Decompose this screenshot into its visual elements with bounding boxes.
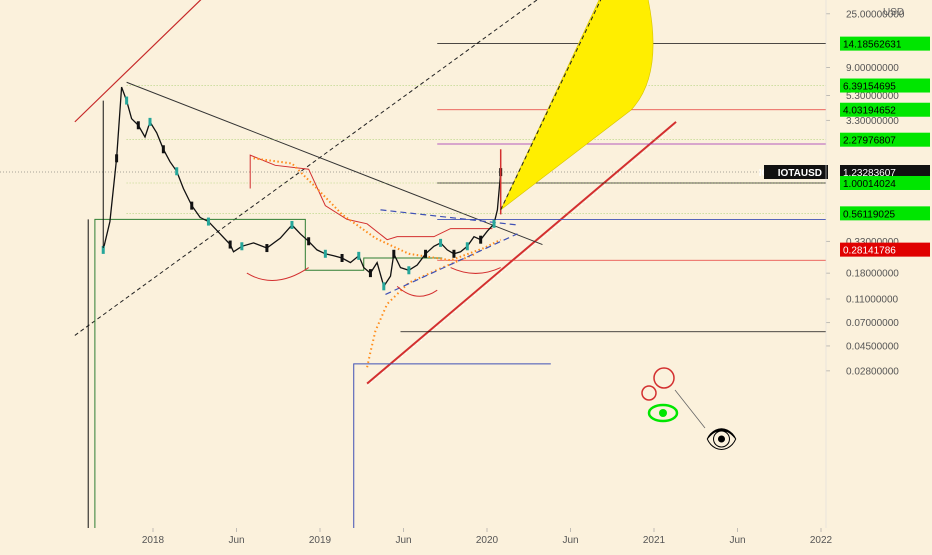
y-tick-label-7: 5.30000000 [846, 91, 899, 102]
candle-52 [492, 219, 496, 228]
candle-46 [452, 249, 456, 258]
x-tick-label-6: 2021 [643, 535, 666, 546]
x-tick-label-2: 2019 [309, 535, 332, 546]
candle-0 [101, 245, 105, 254]
blue-box-line [353, 363, 551, 550]
y-tick-label-6: 9.00000000 [846, 63, 899, 74]
candle-44 [439, 238, 443, 247]
price-tag-3: 6.39154695 [843, 82, 896, 93]
y-tick-label-8: 3.30000000 [846, 116, 899, 127]
price-tag-6: 1.23283607 [843, 168, 896, 179]
candle-34 [368, 269, 372, 278]
price-tag-bg-4 [840, 102, 930, 117]
price-tag-4: 4.03194652 [843, 106, 896, 117]
y-tick-label-10: 0.18000000 [846, 269, 899, 280]
price-tag-bg-7 [840, 175, 930, 190]
red-circle-marker-2 [641, 385, 657, 401]
candle-6 [136, 121, 140, 130]
green-eye-ring [647, 403, 679, 423]
green-eye-pupil [659, 409, 667, 417]
candle-4 [125, 96, 129, 105]
projection-dotted [500, 0, 602, 211]
price-tag-5: 2.27976807 [843, 136, 896, 147]
wedge-lower [385, 233, 518, 295]
candle-16 [206, 217, 210, 226]
x-tick-label-4: 2020 [476, 535, 499, 546]
candle-22 [265, 244, 269, 253]
support-line-dots [366, 124, 677, 387]
upper-channel-line [74, 0, 202, 123]
candle-10 [161, 145, 165, 154]
candle-2 [115, 154, 119, 163]
candle-20 [240, 242, 244, 251]
price-tag-bg-5 [840, 132, 930, 147]
x-tick-label-8: 2022 [810, 535, 833, 546]
red-circle-marker [653, 367, 675, 389]
support-line [366, 121, 677, 385]
eye-icon: 👁 [705, 424, 738, 454]
dotted-parallel-line [74, 0, 538, 336]
price-tag-bg-9 [840, 242, 930, 257]
red-arc-2 [396, 285, 438, 297]
x-tick-label-0: 2018 [142, 535, 165, 546]
candle-24 [290, 220, 294, 229]
eye-pointer-line [674, 389, 706, 429]
price-line [102, 86, 502, 288]
candle-28 [323, 249, 327, 258]
x-tick-label-5: Jun [562, 535, 578, 546]
x-tick-label-3: Jun [395, 535, 411, 546]
y-tick-label-5: 25.00000000 [846, 9, 905, 20]
y-tick-label-13: 0.04500000 [846, 341, 899, 352]
price-tag-name-ext-6 [764, 165, 806, 180]
red-arc-3 [450, 267, 501, 274]
candle-50 [479, 235, 483, 244]
price-tag-bg-6 [840, 165, 930, 180]
candle-18 [228, 240, 232, 249]
price-tag-bg-3 [840, 78, 930, 93]
red-step-line [249, 154, 493, 241]
x-tick-label-1: Jun [228, 535, 244, 546]
green-step-line [94, 218, 443, 550]
x-tick-label-7: Jun [729, 535, 745, 546]
candle-30 [340, 253, 344, 262]
yellow-projection [500, 0, 654, 211]
price-tag-bg-8 [840, 206, 930, 221]
price-tag-2: 14.18562631 [843, 40, 902, 51]
currency-label: USD [883, 7, 904, 18]
price-tag-7: 1.00014024 [843, 179, 896, 190]
symbol-tag-6: IOTAUSD [778, 168, 822, 179]
candle-38 [392, 249, 396, 258]
price-tag-bg-2 [840, 36, 930, 51]
y-tick-label-14: 0.02800000 [846, 366, 899, 377]
descending-trendline [126, 81, 543, 246]
candle-12 [175, 167, 179, 176]
candle-42 [424, 249, 428, 258]
candle-14 [190, 201, 194, 210]
y-tick-label-12: 0.07000000 [846, 318, 899, 329]
price-tag-8: 0.56119025 [843, 209, 896, 220]
candle-32 [357, 251, 361, 260]
candle-26 [307, 237, 311, 246]
orange-dotted-curve [253, 157, 502, 262]
candle-48 [465, 242, 469, 251]
time-axis-bg [0, 528, 932, 550]
plot-area: 1.611.5(21.3821.231(140.7860.610.5(00.38… [0, 0, 852, 550]
red-arc-1 [246, 267, 309, 281]
candle-36 [382, 282, 386, 291]
candle-40 [407, 266, 411, 275]
y-tick-label-9: 0.33000000 [846, 237, 899, 248]
price-tag-9: 0.28141786 [843, 246, 896, 257]
price-tag-name-bg-6 [806, 165, 828, 180]
y-tick-label-11: 0.11000000 [846, 294, 899, 305]
candle-8 [148, 117, 152, 126]
